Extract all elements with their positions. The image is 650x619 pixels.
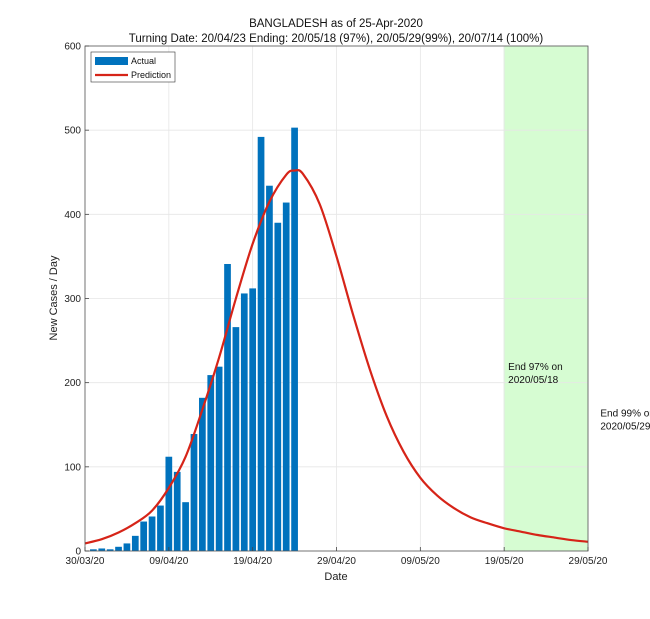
actual-bar bbox=[266, 185, 273, 551]
actual-bar bbox=[291, 127, 298, 552]
x-tick-label: 09/05/20 bbox=[401, 556, 440, 567]
actual-bar bbox=[106, 549, 114, 551]
actual-bar bbox=[224, 263, 231, 551]
x-axis-label: Date bbox=[324, 571, 347, 583]
x-tick-label: 30/03/20 bbox=[66, 556, 105, 567]
x-tick-label: 29/05/20 bbox=[569, 556, 608, 567]
chart-title: BANGLADESH as of 25-Apr-2020 bbox=[249, 18, 423, 30]
annotation-1-line-1: End 97% on bbox=[508, 362, 562, 373]
actual-bar bbox=[165, 456, 173, 551]
legend-label-prediction: Prediction bbox=[131, 70, 171, 80]
actual-bar bbox=[274, 222, 282, 551]
y-axis-label: New Cases / Day bbox=[48, 255, 60, 340]
legend-label-actual: Actual bbox=[131, 56, 156, 66]
actual-bar bbox=[173, 471, 181, 551]
x-axis-ticks: 30/03/20 09/04/20 19/04/20 29/04/20 09/05/20… bbox=[66, 547, 608, 567]
y-axis-ticks: 0 100 200 300 400 500 600 bbox=[64, 42, 89, 558]
actual-bar bbox=[232, 327, 240, 551]
annotation-1-line-2: 2020/05/18 bbox=[508, 375, 558, 386]
actual-bar bbox=[123, 543, 131, 551]
actual-bar bbox=[157, 505, 164, 551]
annotations: End 97% on 2020/05/18 End 99% on 2020/05/29 bbox=[508, 362, 650, 432]
x-tick-label: 19/05/20 bbox=[485, 556, 524, 567]
actual-bar bbox=[182, 502, 189, 551]
actual-bars bbox=[90, 127, 298, 552]
y-tick-label: 0 bbox=[75, 547, 81, 558]
x-tick-label: 19/04/20 bbox=[233, 556, 272, 567]
actual-bar bbox=[215, 366, 223, 551]
actual-bar bbox=[140, 521, 148, 551]
actual-bar bbox=[115, 546, 122, 551]
legend-swatch-actual bbox=[95, 57, 128, 65]
actual-bar bbox=[257, 136, 265, 551]
actual-bar bbox=[207, 375, 215, 551]
actual-bar bbox=[199, 397, 206, 551]
chart-subtitle: Turning Date: 20/04/23 Ending: 20/05/18 … bbox=[129, 33, 544, 45]
actual-bar bbox=[131, 535, 139, 551]
y-tick-label: 200 bbox=[64, 378, 81, 389]
prediction-line bbox=[84, 168, 589, 545]
x-tick-label: 29/04/20 bbox=[317, 556, 356, 567]
legend: Actual Prediction bbox=[90, 51, 176, 83]
y-tick-label: 300 bbox=[64, 294, 81, 305]
actual-bar bbox=[240, 293, 248, 551]
actual-bar bbox=[98, 548, 106, 551]
y-tick-label: 500 bbox=[64, 126, 81, 137]
annotation-2-line-1: End 99% on bbox=[600, 408, 650, 419]
annotation-2-line-2: 2020/05/29 bbox=[600, 421, 650, 432]
y-tick-label: 400 bbox=[64, 210, 81, 221]
actual-bar bbox=[90, 549, 97, 551]
actual-bar bbox=[190, 434, 198, 551]
actual-bar bbox=[282, 202, 290, 552]
actual-bar bbox=[249, 288, 257, 551]
y-tick-label: 600 bbox=[64, 42, 81, 53]
y-tick-label: 100 bbox=[64, 462, 81, 473]
actual-bar bbox=[148, 516, 156, 551]
x-tick-label: 09/04/20 bbox=[149, 556, 188, 567]
